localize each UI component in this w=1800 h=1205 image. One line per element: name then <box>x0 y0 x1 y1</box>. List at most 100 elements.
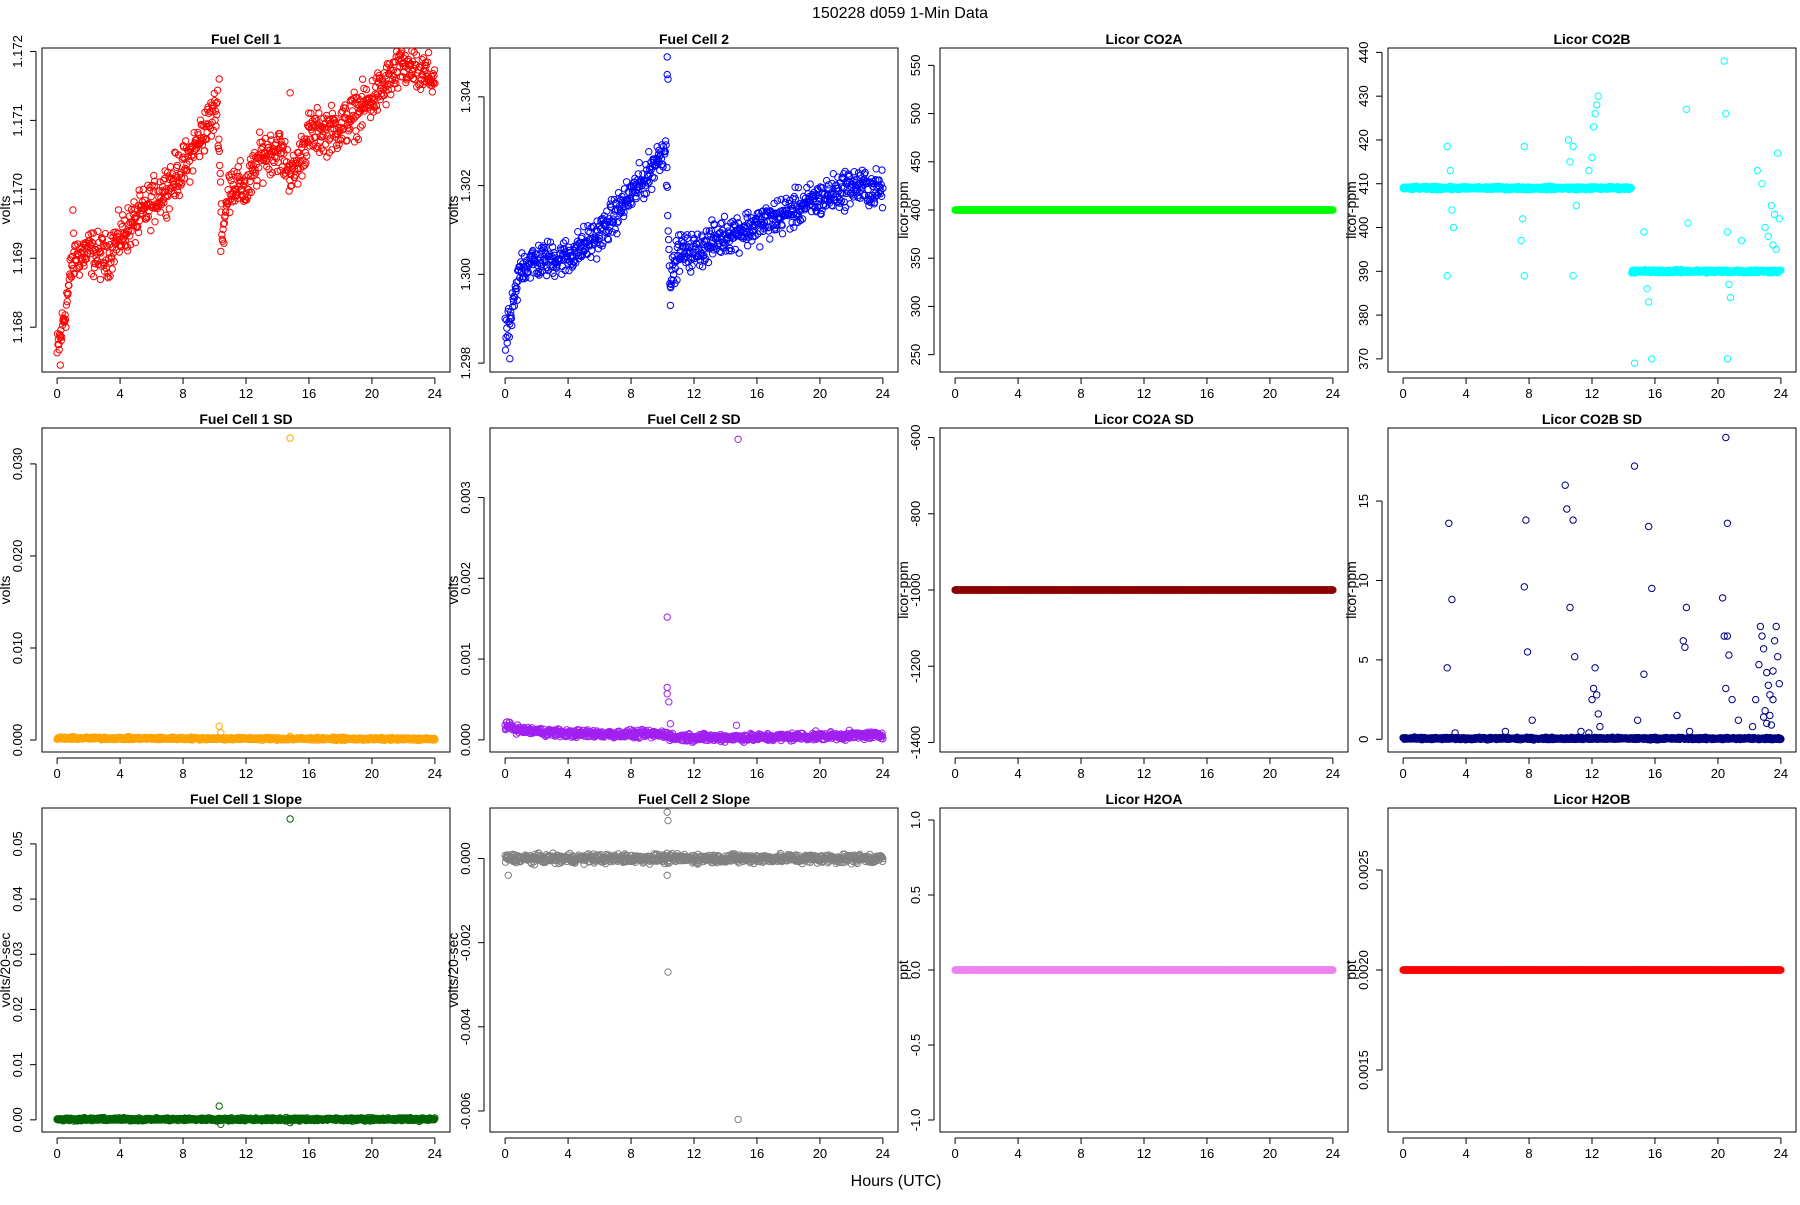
data-point <box>767 236 773 242</box>
y-tick-label: 1.298 <box>458 347 473 380</box>
data-point <box>1567 159 1573 165</box>
data-point <box>1592 111 1598 117</box>
data-point <box>830 171 836 177</box>
x-tick-label: 0 <box>951 386 958 401</box>
data-point <box>425 49 431 55</box>
data-point <box>217 179 223 185</box>
y-tick-label: 0.003 <box>458 481 473 514</box>
x-tick-label: 24 <box>1774 386 1788 401</box>
y-axis-label: volts <box>445 196 461 225</box>
data-point <box>328 102 334 108</box>
data-point <box>851 169 857 175</box>
data-point <box>235 164 241 170</box>
plot-frame <box>490 428 898 752</box>
y-tick-label: 450 <box>908 151 923 173</box>
x-tick-label: 12 <box>239 766 253 781</box>
x-tick-label: 8 <box>627 766 634 781</box>
x-tick-label: 24 <box>428 766 442 781</box>
data-point <box>779 231 785 237</box>
x-tick-label: 0 <box>1399 386 1406 401</box>
y-axis-label: volts <box>0 196 13 225</box>
y-tick-label: 0.000 <box>10 724 25 757</box>
data-point <box>1773 246 1779 252</box>
data-point <box>1573 202 1579 208</box>
x-tick-label: 8 <box>179 386 186 401</box>
data-point <box>559 271 565 277</box>
panel-title: Fuel Cell 2 SD <box>647 411 740 427</box>
x-tick-label: 8 <box>1077 386 1084 401</box>
y-tick-label: 0.010 <box>10 632 25 665</box>
plot-frame <box>42 428 450 752</box>
data-point <box>1646 299 1652 305</box>
y-tick-label: 550 <box>908 55 923 77</box>
data-point <box>594 256 600 262</box>
data-point <box>527 275 533 281</box>
x-tick-label: 16 <box>750 386 764 401</box>
data-point <box>649 186 655 192</box>
data-point <box>109 266 115 272</box>
x-tick-label: 16 <box>302 386 316 401</box>
y-tick-label: 1.169 <box>10 242 25 275</box>
x-tick-label: 16 <box>1200 386 1214 401</box>
data-point <box>287 435 293 441</box>
data-point <box>237 158 243 164</box>
data-point <box>97 276 103 282</box>
data-point <box>216 76 222 82</box>
data-point <box>187 179 193 185</box>
y-tick-label: 0.001 <box>458 643 473 676</box>
x-tick-label: 4 <box>116 386 123 401</box>
x-tick-label: 20 <box>365 766 379 781</box>
data-point <box>1518 237 1524 243</box>
data-point <box>221 240 227 246</box>
data-point <box>1590 124 1596 130</box>
data-point <box>879 205 885 211</box>
data-point <box>1649 356 1655 362</box>
data-point <box>1754 167 1760 173</box>
data-point <box>1765 233 1771 239</box>
data-point <box>70 207 76 213</box>
data-point <box>1570 273 1576 279</box>
x-tick-label: 12 <box>1137 386 1151 401</box>
data-point <box>1589 154 1595 160</box>
data-point <box>1683 106 1689 112</box>
y-tick-label: 300 <box>908 296 923 318</box>
y-tick-label: 1.171 <box>10 104 25 137</box>
panel-title: Fuel Cell 1 SD <box>199 411 292 427</box>
x-tick-label: 4 <box>1014 386 1021 401</box>
x-tick-label: 0 <box>53 766 60 781</box>
data-point <box>665 228 671 234</box>
data-point <box>260 180 266 186</box>
data-point <box>664 71 670 77</box>
x-tick-label: 8 <box>1525 386 1532 401</box>
data-point <box>665 236 671 242</box>
data-point <box>204 129 210 135</box>
data-point <box>1565 137 1571 143</box>
data-point <box>1521 143 1527 149</box>
data-point <box>879 167 885 173</box>
x-tick-label: 12 <box>687 766 701 781</box>
data-points <box>54 435 438 744</box>
data-point <box>1724 356 1730 362</box>
y-tick-label: 370 <box>1356 348 1371 370</box>
y-tick-label: 0.020 <box>10 540 25 573</box>
y-tick-label: 390 <box>1356 260 1371 282</box>
data-point <box>664 164 670 170</box>
data-point <box>359 76 365 82</box>
data-points <box>502 436 886 745</box>
y-tick-label: 430 <box>1356 85 1371 107</box>
x-tick-label: 24 <box>1326 386 1340 401</box>
y-axis-label: volts <box>445 576 461 605</box>
data-point <box>724 224 730 230</box>
x-tick-label: 8 <box>179 766 186 781</box>
data-point <box>1738 237 1744 243</box>
data-points <box>54 48 438 369</box>
data-point <box>383 102 389 108</box>
y-axis-label: licor-ppm <box>1343 181 1359 239</box>
x-tick-label: 20 <box>1711 386 1725 401</box>
data-point <box>217 162 223 168</box>
x-tick-label: 4 <box>564 386 571 401</box>
data-point <box>1726 281 1732 287</box>
y-tick-label: 1.304 <box>458 81 473 114</box>
x-tick-label: 16 <box>302 766 316 781</box>
